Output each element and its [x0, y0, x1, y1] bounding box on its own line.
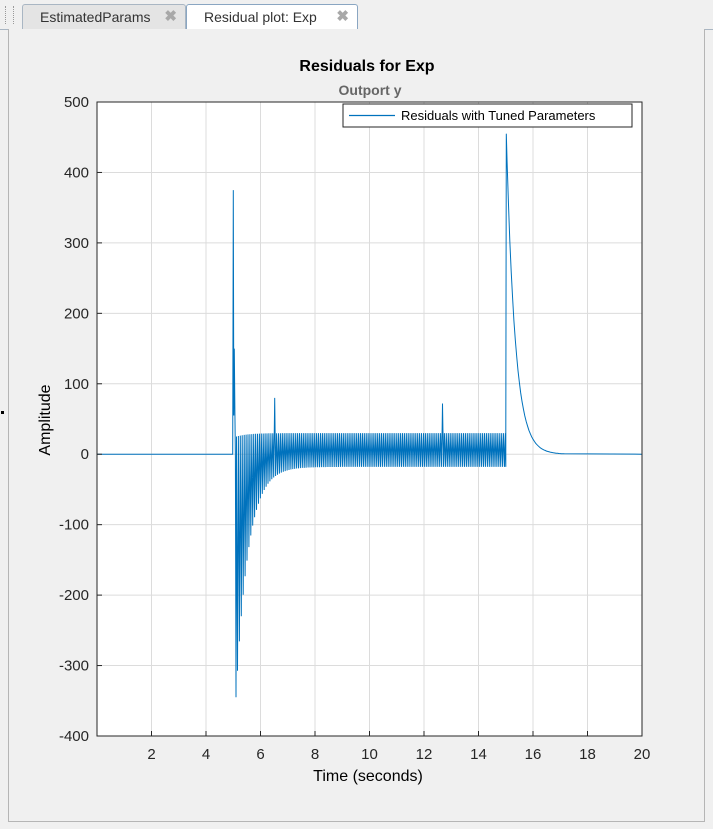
chart-subtitle: Outport y	[339, 82, 402, 98]
chart-title: Residuals for Exp	[299, 58, 434, 75]
grid-lines	[97, 101, 643, 737]
close-icon[interactable]: ✖	[164, 8, 177, 25]
series-group	[97, 133, 643, 698]
x-tick-label: 12	[416, 746, 433, 763]
x-tick-label: 6	[256, 746, 264, 763]
series-line-residuals	[97, 133, 643, 698]
y-tick-label: 0	[81, 446, 89, 463]
x-tick-label: 4	[202, 746, 210, 763]
y-tick-label: 200	[64, 305, 89, 322]
x-tick-label: 16	[525, 746, 542, 763]
y-tick-label: -100	[59, 517, 89, 534]
tab-label: Residual plot: Exp	[204, 9, 317, 25]
y-tick-label: 500	[64, 94, 89, 111]
legend[interactable]: Residuals with Tuned Parameters	[342, 103, 633, 128]
x-tick-label: 18	[579, 746, 596, 763]
tab-label: EstimatedParams	[40, 9, 151, 25]
tab-residual-plot[interactable]: Residual plot: Exp ✖	[186, 4, 358, 30]
tab-bar: EstimatedParams ✖ Residual plot: Exp ✖	[0, 0, 713, 30]
y-tick-label: -300	[59, 658, 89, 675]
x-axis-label: Time (seconds)	[313, 768, 423, 785]
x-tick-label: 14	[470, 746, 487, 763]
y-axis-label: Amplitude	[37, 384, 54, 455]
x-tick-label: 20	[634, 746, 651, 763]
y-tick-label: 300	[64, 235, 89, 252]
tick-labels: 2 4 6 8 10 12 14 16 18 20 500 400 300 200 100 0 -100 -200…	[59, 94, 650, 763]
x-tick-label: 8	[311, 746, 319, 763]
legend-box	[342, 103, 633, 128]
resize-marker	[1, 411, 4, 414]
y-tick-label: -200	[59, 587, 89, 604]
y-tick-label: 100	[64, 376, 89, 393]
close-icon[interactable]: ✖	[336, 8, 349, 25]
y-tick-label: -400	[59, 728, 89, 745]
x-tick-label: 10	[361, 746, 378, 763]
x-tick-label: 2	[147, 746, 155, 763]
drag-grip-icon[interactable]	[5, 6, 14, 24]
y-tick-label: 400	[64, 164, 89, 181]
tab-estimated-params[interactable]: EstimatedParams ✖	[22, 4, 186, 29]
legend-entry: Residuals with Tuned Parameters	[401, 108, 596, 123]
